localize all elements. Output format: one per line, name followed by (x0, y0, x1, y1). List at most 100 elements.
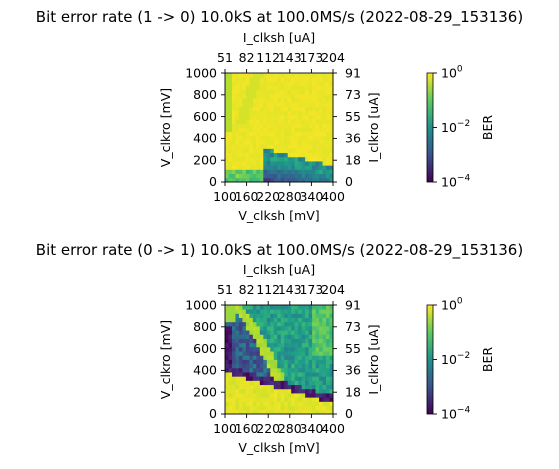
chart-2-heatmap-cell (277, 388, 282, 394)
chart-2-heatmap-cell (270, 388, 275, 394)
chart-2-heatmap-cell (305, 401, 310, 407)
chart-2-heatmap-cell (298, 401, 303, 407)
chart-1-x-ticks: 100 160 220 280 340 400 (213, 182, 345, 204)
chart-1-heatmap-cell (312, 89, 316, 95)
chart-1-heatmap-cell (242, 165, 247, 170)
chart-1-heatmap-cell (273, 161, 278, 166)
chart-1-heatmap-cell (280, 165, 285, 170)
chart-2-heatmap-cell (291, 351, 296, 356)
chart-1-heatmap-cell (270, 98, 275, 103)
chart-1-heatmap-cell (326, 93, 330, 99)
chart-1-heatmap-cell (228, 114, 233, 120)
chart-1-heatmap-cell (263, 89, 268, 95)
chart-2-heatmap-cell (266, 342, 271, 348)
chart-1-heatmap-cell (228, 110, 233, 116)
chart-2-heatmap-cell (284, 305, 289, 310)
chart-2-heatmap-cell (266, 405, 271, 411)
chart-2-heatmap-cell (249, 325, 254, 331)
chart-2-heatmap-cell (294, 405, 299, 411)
chart-1-heatmap-cell (245, 135, 250, 141)
chart-1-heatmap-cell (277, 98, 282, 103)
chart-1-top-tick-label: 82 (239, 50, 255, 65)
chart-2-heatmap-cell (277, 380, 282, 386)
chart-2-heatmap-cell (273, 355, 278, 360)
chart-1-heatmap-cell (291, 93, 296, 99)
chart-2-heatmap-cell (225, 380, 229, 386)
chart-1-heatmap-cell (305, 156, 310, 162)
chart-1-heatmap-cell (270, 102, 275, 107)
chart-2-heatmap-cell (242, 367, 247, 373)
chart-2-heatmap-cell (228, 305, 233, 310)
chart-2-heatmap-cell (228, 388, 233, 394)
chart-1-heatmap-cell (291, 119, 296, 124)
chart-1-heatmap-cell (326, 114, 330, 120)
chart-1-heatmap-cell (312, 161, 316, 166)
chart-2-heatmap-cell (242, 342, 247, 348)
chart-2-heatmap-cell (308, 405, 313, 411)
chart-2-heatmap-cell (231, 372, 236, 377)
chart-2-heatmap-cell (284, 342, 289, 348)
chart-1-right-tick-label: 73 (345, 87, 361, 102)
chart-2-heatmap-cell (256, 321, 261, 327)
chart-1-heatmap-cell (270, 85, 275, 91)
chart-1-heatmap-cell (284, 177, 289, 183)
chart-2-heatmap-cell (273, 346, 278, 352)
chart-2-heatmap-cell (259, 409, 264, 415)
chart-1-heatmap-cell (284, 98, 289, 103)
chart-1-heatmap-cell (329, 152, 334, 158)
chart-1-heatmap-cell (312, 127, 316, 133)
chart-2-heatmap-cell (294, 309, 299, 314)
chart-2-heatmap-cell (301, 376, 306, 381)
chart-1-heatmap-cell (308, 131, 313, 137)
chart-1-heatmap-cell (298, 123, 303, 128)
chart-2-heatmap-cell (245, 401, 250, 407)
chart-2-heatmap-cell (238, 401, 243, 407)
chart-1-heatmap-cell (235, 156, 240, 162)
chart-2-heatmap-cell (231, 376, 236, 381)
chart-1-heatmap-cell (238, 85, 243, 91)
chart-2-heatmap-cell (312, 334, 316, 339)
chart-1-heatmap-cell (319, 152, 323, 158)
chart-2-heatmap-cell (252, 351, 257, 356)
chart-1-heatmap-cell (238, 152, 243, 158)
chart-1-heatmap-cell (312, 93, 316, 99)
chart-1-heatmap-cell (252, 127, 257, 133)
chart-1-heatmap-cell (238, 165, 243, 170)
chart-2-heatmap-cell (228, 309, 233, 314)
chart-2-heatmap-cell (301, 372, 306, 377)
chart-2-heatmap-cell (312, 325, 316, 331)
chart-2-heatmap-cell (256, 380, 261, 386)
chart-1-heatmap-cell (287, 140, 292, 145)
chart-2-heatmap-cell (259, 342, 264, 348)
chart-2-heatmap-cell (284, 384, 289, 390)
chart-2-heatmap-cell (245, 309, 250, 314)
chart-1-heatmap-cell (270, 106, 275, 112)
chart-2-heatmap-cell (322, 309, 327, 314)
chart-1-heatmap-cell (301, 161, 306, 166)
chart-1-heatmap-cell (256, 131, 261, 137)
chart-1-heatmap-cell (284, 119, 289, 124)
chart-1-heatmap-cell (305, 177, 310, 183)
chart-1-right-tick-label: 55 (345, 109, 361, 124)
chart-1-heatmap-cell (231, 119, 236, 124)
chart-1-heatmap-cell (287, 77, 292, 82)
chart-2-heatmap-cell (319, 380, 323, 386)
chart-1-heatmap-cell (280, 89, 285, 95)
chart-2-heatmap-cell (305, 321, 310, 327)
chart-1-heatmap-cell (277, 119, 282, 124)
chart-2-heatmap-cell (235, 325, 240, 331)
chart-1-heatmap-cell (270, 165, 275, 170)
chart-1-heatmap-cell (242, 156, 247, 162)
chart-2-heatmap-cell (326, 401, 330, 407)
chart-2-heatmap-cell (301, 405, 306, 411)
chart-2-heatmap-cell (315, 309, 320, 314)
chart-2-heatmap-cell (280, 334, 285, 339)
chart-2-heatmap-cell (259, 388, 264, 394)
chart-1-heatmap-cell (238, 93, 243, 99)
chart-2-heatmap-cell (242, 384, 247, 390)
chart-2-heatmap-cell (294, 313, 299, 318)
chart-2-heatmap-cell (305, 359, 310, 365)
chart-1-heatmap-cell (298, 110, 303, 116)
chart-2-heatmap-cell (249, 409, 254, 415)
chart-2-heatmap-cell (284, 397, 289, 402)
